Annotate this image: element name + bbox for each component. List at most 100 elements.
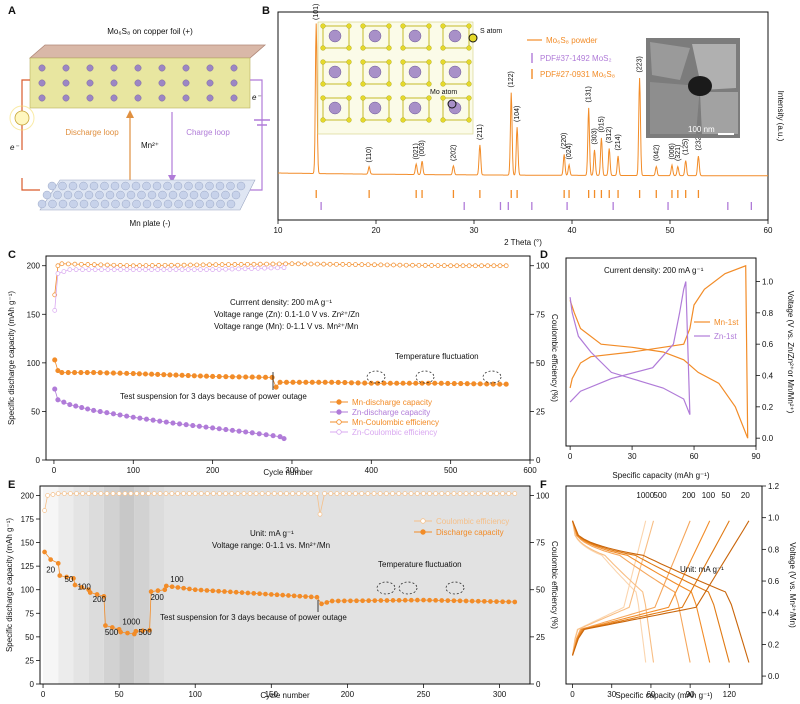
cathode-label: Mo₆S₈ on copper foil (+) xyxy=(107,27,193,36)
data-point-e xyxy=(396,491,402,496)
y-tick-label: 1.0 xyxy=(768,514,780,523)
data-point-e xyxy=(61,491,67,496)
data-point-c xyxy=(309,379,315,385)
data-point-e xyxy=(402,491,408,496)
data-point-c xyxy=(403,262,409,268)
x-tick-label: 60 xyxy=(646,690,655,699)
data-point-c xyxy=(111,267,117,272)
data-point-e xyxy=(133,628,139,634)
legend-c-marker xyxy=(336,419,342,425)
panel-e-label: E xyxy=(8,479,15,491)
data-point-c xyxy=(194,262,200,268)
x-tick-label-b: 30 xyxy=(470,226,479,235)
data-point-e xyxy=(408,491,414,496)
data-point-e xyxy=(445,598,451,603)
discharge-curve-f xyxy=(571,520,647,663)
data-point-c xyxy=(173,267,179,272)
legend-b: Mo₆S₈ powder PDF#37-1492 MoS₂ PDF#27-093… xyxy=(527,36,615,79)
x-tick-label-b: 50 xyxy=(666,226,675,235)
mn-atoms xyxy=(37,181,246,209)
plot-frame-b xyxy=(277,11,769,221)
data-point-c xyxy=(149,267,154,272)
data-point-c xyxy=(216,426,222,432)
crystal-atoms xyxy=(320,23,472,123)
data-point-c xyxy=(219,262,225,267)
peak-label: (131) xyxy=(586,86,593,102)
mn-atom-dot xyxy=(110,181,120,191)
x-tick-label: 600 xyxy=(523,466,537,475)
s-atom xyxy=(400,45,406,51)
data-point-c xyxy=(232,262,238,267)
y-tick-label: 175 xyxy=(21,515,35,524)
plot-frame-c xyxy=(45,255,531,461)
x-tick-label: 500 xyxy=(444,466,458,475)
data-point-c xyxy=(190,422,196,429)
data-point-c xyxy=(143,263,149,268)
rate-band xyxy=(58,486,74,684)
data-point-e xyxy=(378,598,384,603)
rate-band xyxy=(149,486,165,684)
xrd-pattern xyxy=(278,23,768,177)
s-atom xyxy=(360,45,366,51)
data-point-e xyxy=(469,491,475,496)
temperature-note-e: Temperature fluctuation xyxy=(378,560,462,569)
mo-cluster-dot xyxy=(182,79,190,87)
data-point-c xyxy=(249,266,254,271)
data-point-c xyxy=(200,262,206,268)
y-tick-label: 1.0 xyxy=(762,278,774,287)
mn-atom-dot xyxy=(58,181,67,191)
copper-foil xyxy=(28,44,267,59)
data-point-c xyxy=(163,419,169,425)
legend-c-marker xyxy=(336,409,342,415)
data-point-e xyxy=(265,491,271,496)
mo-atom xyxy=(448,65,462,79)
data-point-c xyxy=(136,371,142,377)
data-point-c xyxy=(61,399,67,405)
data-point-e xyxy=(79,585,85,590)
x-tick-label: 0 xyxy=(568,452,573,461)
s-atom xyxy=(346,59,352,65)
axes-d: 0 30 60 900.0 0.2 0.4 0.6 0.8 1.0 xyxy=(568,278,774,462)
panel-c-label: C xyxy=(8,249,16,261)
data-point-c xyxy=(59,370,65,376)
data-point-c xyxy=(303,379,309,385)
legend-c-label: Zn-discharge capacity xyxy=(352,408,430,417)
mn-atom-dot xyxy=(126,190,136,200)
x-axis-b: 10 20 30 40 50 60 xyxy=(274,220,773,235)
charge-curve-f xyxy=(571,520,750,656)
rate-band xyxy=(164,486,531,684)
data-point-e xyxy=(280,592,286,598)
data-point-e xyxy=(439,491,445,496)
mo-cluster-dot xyxy=(158,79,166,87)
s-atom xyxy=(360,81,366,87)
data-point-e xyxy=(324,600,330,605)
data-point-c xyxy=(342,380,348,386)
mn-atom-dot xyxy=(231,190,241,200)
mo-atom-label: Mo atom xyxy=(430,89,457,96)
data-point-e xyxy=(42,549,47,555)
data-point-e xyxy=(163,491,169,496)
peak-label: (042) xyxy=(653,145,660,161)
data-point-c xyxy=(346,262,352,267)
data-point-e xyxy=(198,587,204,593)
data-point-e xyxy=(74,491,79,496)
mo-cluster-dot xyxy=(206,64,214,72)
data-point-c xyxy=(264,261,269,267)
data-point-c xyxy=(149,371,155,377)
data-point-c xyxy=(275,265,280,271)
data-point-e xyxy=(463,491,469,496)
panel-d: D 0 30 60 900.0 0.2 0.4 0.6 0.8 1.0 Specific cap… xyxy=(540,249,795,480)
data-point-c xyxy=(188,262,193,268)
data-point-e xyxy=(317,511,323,517)
x-axis-label-e: Cycle number xyxy=(260,691,310,700)
data-point-c xyxy=(203,424,209,430)
data-point-c xyxy=(277,434,283,440)
crystal-bond xyxy=(402,97,430,121)
peak-label: (321) xyxy=(675,145,682,161)
data-point-c xyxy=(110,411,116,417)
data-point-c xyxy=(142,371,149,377)
mn-atom-dot xyxy=(100,199,110,209)
data-point-c xyxy=(197,373,203,379)
data-point-c xyxy=(236,428,242,434)
